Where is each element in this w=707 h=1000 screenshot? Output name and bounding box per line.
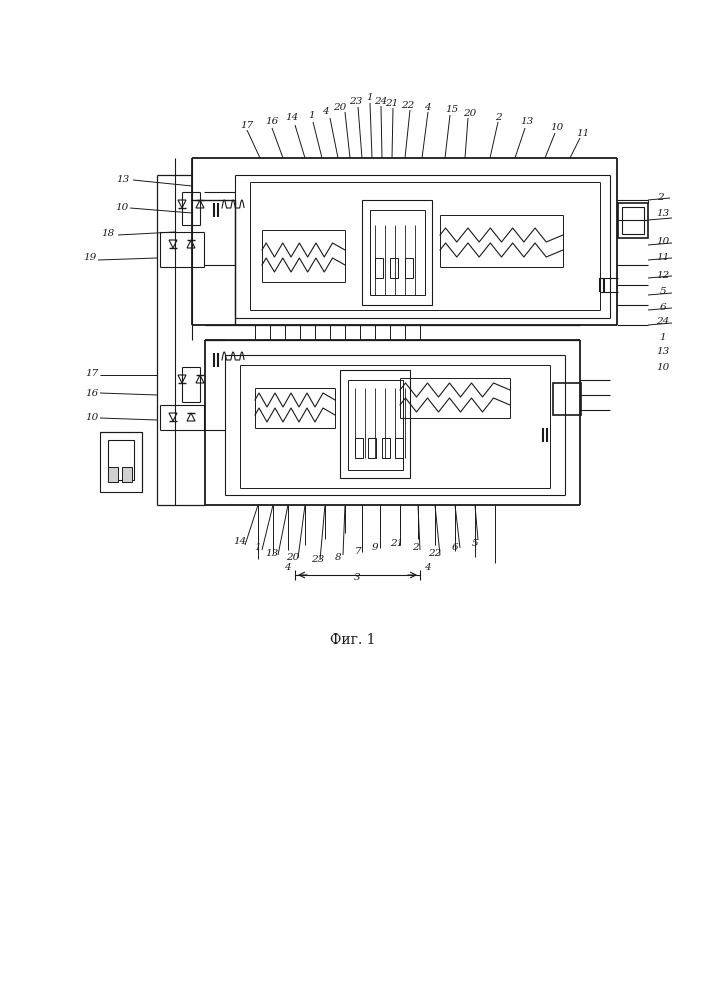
- Text: 3: 3: [354, 574, 361, 582]
- Text: 1: 1: [309, 110, 315, 119]
- Text: 20: 20: [334, 103, 346, 111]
- Text: 2: 2: [657, 192, 663, 202]
- Bar: [382, 438, 390, 458]
- Text: 9: 9: [372, 542, 378, 552]
- Text: 10: 10: [115, 202, 129, 212]
- Bar: [108, 440, 134, 480]
- Text: 23: 23: [311, 556, 325, 564]
- Text: 18: 18: [101, 229, 115, 237]
- Text: 2: 2: [411, 542, 419, 552]
- Text: 22: 22: [402, 101, 414, 109]
- Text: 10: 10: [656, 237, 670, 246]
- Bar: [340, 370, 410, 478]
- Text: 7: 7: [355, 548, 361, 556]
- Bar: [370, 210, 425, 295]
- Text: 13: 13: [520, 117, 534, 126]
- Bar: [390, 258, 398, 278]
- Text: 12: 12: [656, 270, 670, 279]
- Text: 4: 4: [322, 106, 328, 115]
- Text: 5: 5: [472, 538, 479, 548]
- Text: 16: 16: [86, 388, 98, 397]
- Text: 8: 8: [334, 552, 341, 562]
- Bar: [348, 380, 403, 470]
- Text: 2: 2: [495, 112, 501, 121]
- Text: 10: 10: [656, 362, 670, 371]
- Text: 17: 17: [86, 369, 98, 378]
- Text: 17: 17: [240, 120, 254, 129]
- Bar: [362, 200, 432, 305]
- Bar: [622, 207, 644, 234]
- Text: 4: 4: [423, 564, 431, 572]
- Text: 14: 14: [286, 113, 298, 122]
- Text: 4: 4: [423, 103, 431, 111]
- Text: 13: 13: [656, 348, 670, 357]
- Text: 15: 15: [445, 105, 459, 114]
- Text: 13: 13: [656, 209, 670, 218]
- Bar: [368, 438, 376, 458]
- Text: 1: 1: [255, 544, 262, 552]
- Bar: [122, 467, 132, 482]
- Bar: [355, 438, 363, 458]
- Text: 21: 21: [390, 538, 404, 548]
- Text: 21: 21: [385, 99, 399, 107]
- Text: 10: 10: [86, 412, 98, 422]
- Bar: [108, 467, 118, 482]
- Text: Фиг. 1: Фиг. 1: [330, 633, 375, 647]
- Bar: [553, 383, 581, 415]
- Text: 4: 4: [284, 564, 291, 572]
- Text: 1: 1: [660, 332, 666, 342]
- Text: 1: 1: [367, 94, 373, 103]
- Bar: [395, 438, 403, 458]
- Text: 23: 23: [349, 98, 363, 106]
- Text: 13: 13: [117, 176, 129, 184]
- Text: 11: 11: [656, 252, 670, 261]
- Text: 10: 10: [550, 123, 563, 132]
- Bar: [405, 258, 413, 278]
- Text: 13: 13: [265, 548, 279, 558]
- Text: 11: 11: [576, 128, 590, 137]
- Text: 24: 24: [656, 318, 670, 326]
- Text: 5: 5: [660, 288, 666, 296]
- Text: 6: 6: [452, 544, 458, 552]
- Text: 24: 24: [375, 97, 387, 105]
- Text: 20: 20: [463, 108, 477, 117]
- Text: 14: 14: [233, 538, 247, 546]
- Bar: [618, 203, 648, 238]
- Bar: [100, 432, 142, 492]
- Bar: [375, 258, 383, 278]
- Text: 22: 22: [428, 548, 442, 558]
- Text: 19: 19: [83, 253, 97, 262]
- Text: 20: 20: [286, 554, 300, 562]
- Text: 6: 6: [660, 302, 666, 312]
- Text: 16: 16: [265, 117, 279, 126]
